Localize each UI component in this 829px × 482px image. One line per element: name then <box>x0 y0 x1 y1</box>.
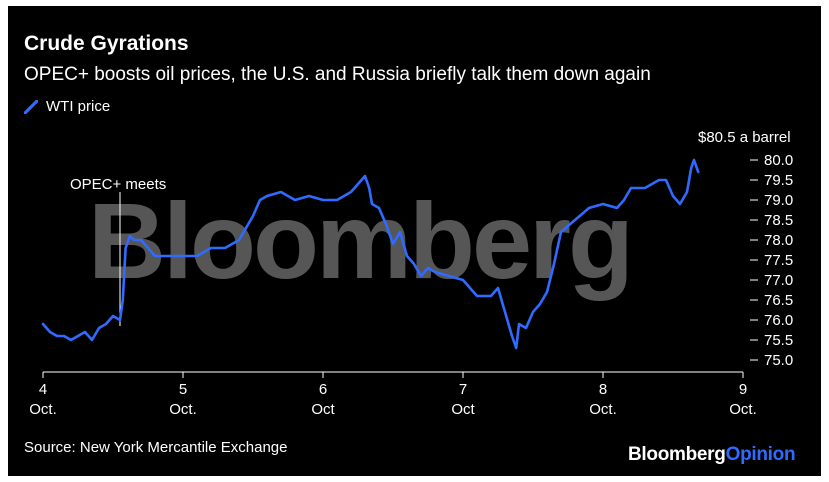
x-tick-sublabel: Oct. <box>29 401 57 418</box>
x-tick-label: 8 <box>599 381 607 398</box>
source-note: Source: New York Mercantile Exchange <box>24 439 288 456</box>
x-tick-label: 6 <box>319 381 327 398</box>
legend: WTI price <box>24 98 110 115</box>
x-tick-label: 7 <box>459 381 467 398</box>
x-tick-sublabel: Oct. <box>169 401 197 418</box>
y-tick-label: 79.5 <box>764 172 793 189</box>
x-tick-sublabel: Oct <box>311 401 335 418</box>
y-tick-label: 78.5 <box>764 212 793 229</box>
x-tick-label: 5 <box>179 381 187 398</box>
brand-logo: BloombergOpinion <box>628 444 796 466</box>
chart-frame: Crude Gyrations OPEC+ boosts oil prices,… <box>8 6 821 476</box>
y-tick-label: 75.5 <box>764 332 793 349</box>
y-tick-label: 80.0 <box>764 152 793 169</box>
y-tick-label: 77.5 <box>764 252 793 269</box>
y-tick-label: 77.0 <box>764 272 793 289</box>
x-tick-sublabel: Oct. <box>729 401 757 418</box>
y-unit-label: $80.5 a barrel <box>698 129 791 146</box>
y-tick-label: 79.0 <box>764 192 793 209</box>
legend-line-icon <box>24 99 38 114</box>
brand-logo-accent: Opinion <box>725 444 796 465</box>
legend-label: WTI price <box>46 98 111 115</box>
y-tick-label: 76.5 <box>764 292 793 309</box>
x-tick-label: 4 <box>39 381 47 398</box>
x-tick-label: 9 <box>739 381 747 398</box>
watermark-text: Bloomberg <box>88 180 631 301</box>
y-tick-label: 75.0 <box>764 352 793 369</box>
chart-subtitle: OPEC+ boosts oil prices, the U.S. and Ru… <box>24 64 651 85</box>
x-tick-sublabel: Oct. <box>589 401 617 418</box>
annotation-label: OPEC+ meets <box>70 176 166 193</box>
x-tick-sublabel: Oct <box>451 401 475 418</box>
brand-logo-main: Bloomberg <box>628 444 726 465</box>
y-tick-label: 76.0 <box>764 312 793 329</box>
series-line-wti-price <box>41 158 700 350</box>
y-tick-label: 78.0 <box>764 232 793 249</box>
line-chart: Bloomberg 75.0 75.5 76.0 76.5 77.0 77.5 78.0 78.… <box>29 129 793 418</box>
chart-title: Crude Gyrations <box>24 32 189 55</box>
